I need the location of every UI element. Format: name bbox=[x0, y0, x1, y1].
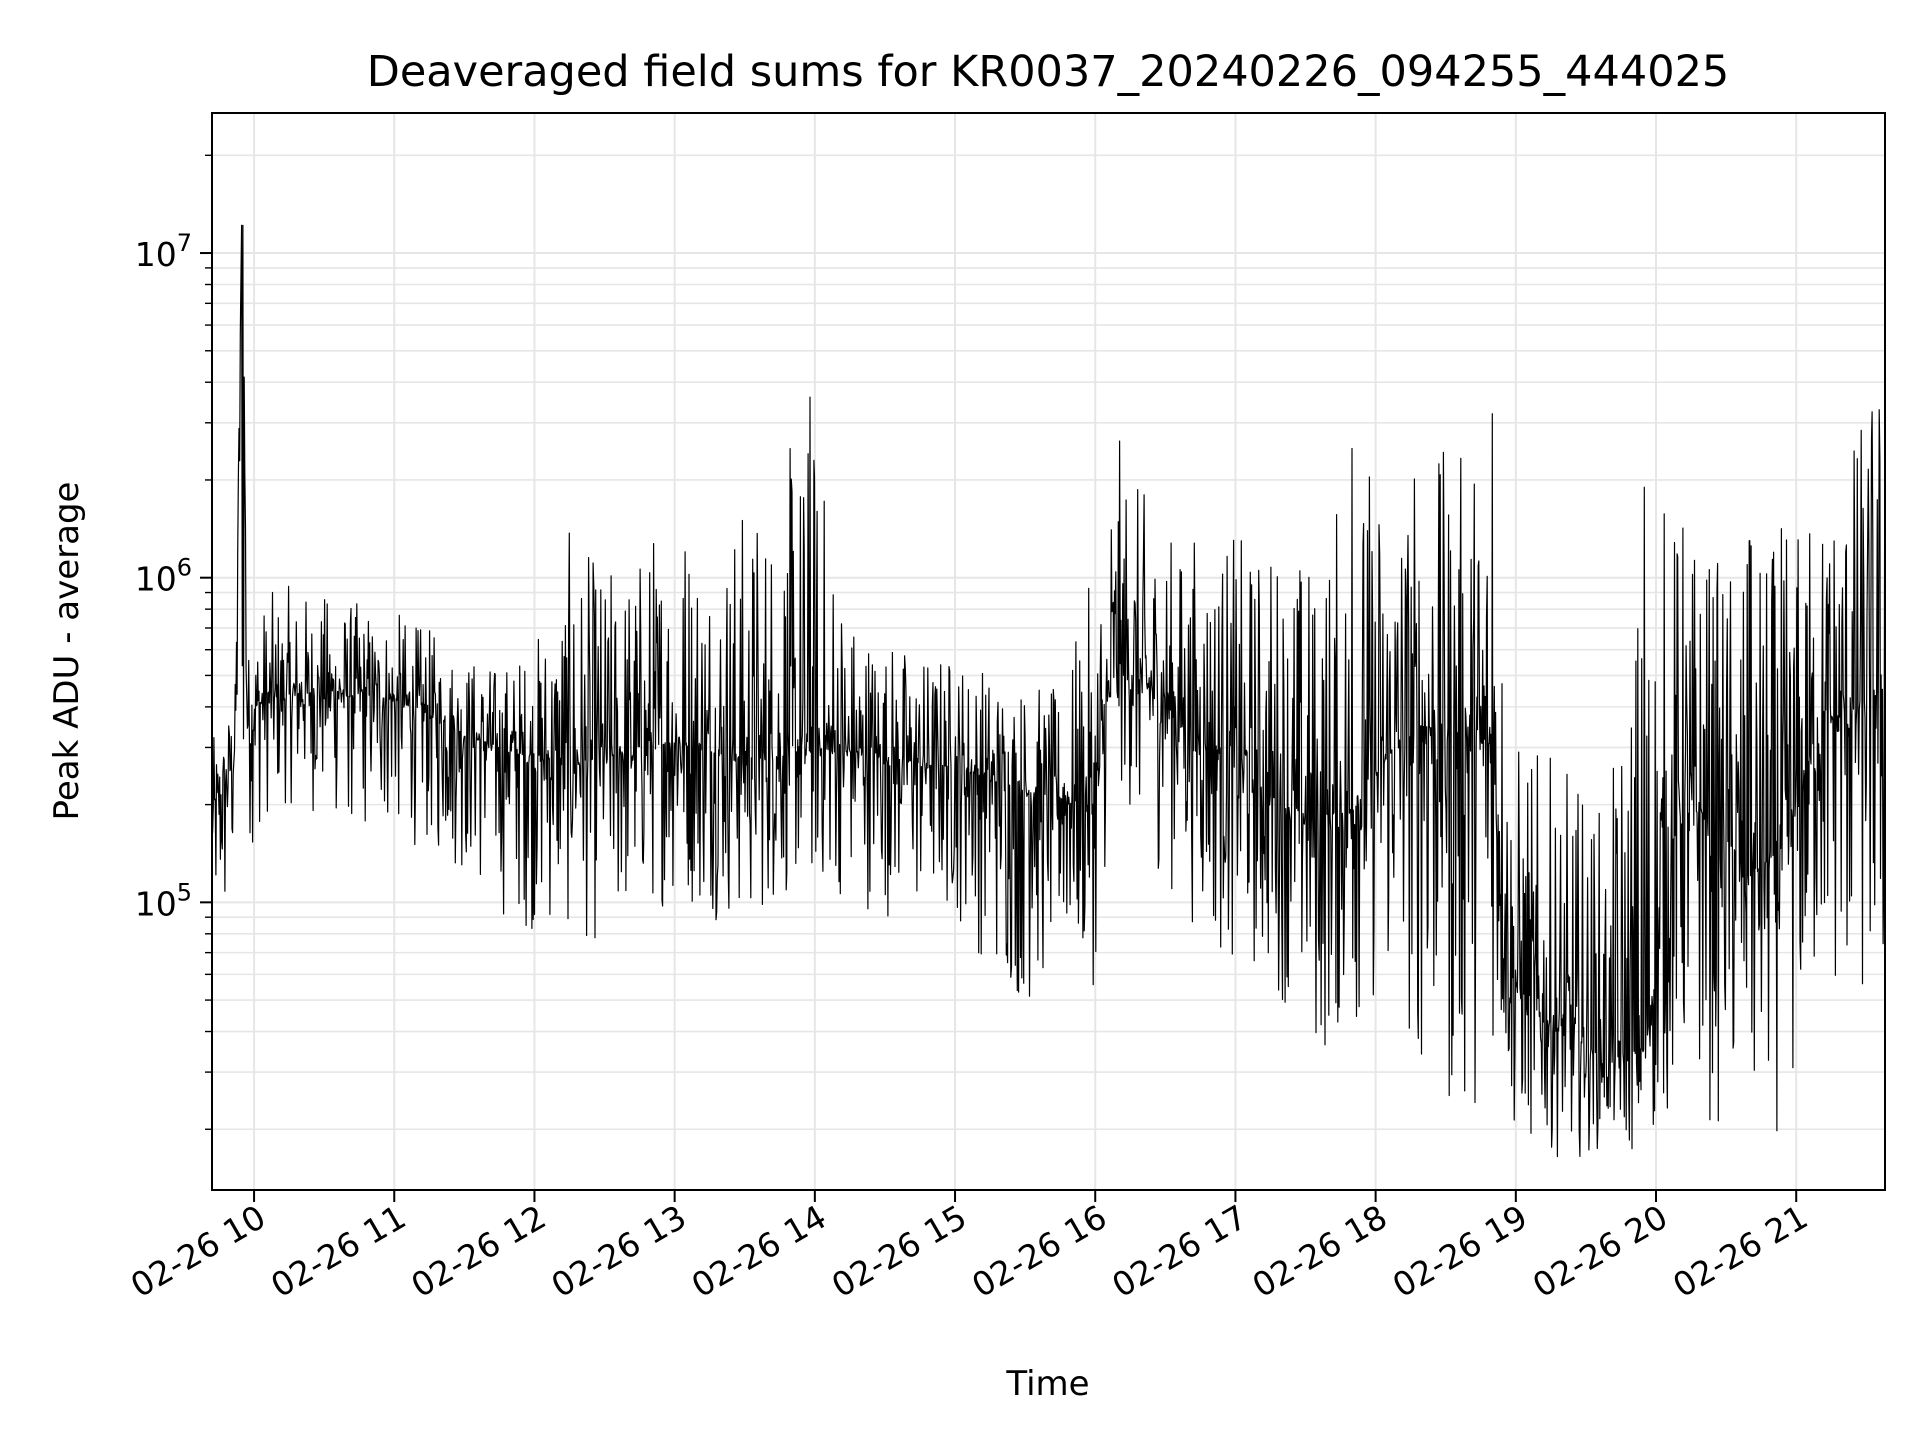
chart-title: Deaveraged field sums for KR0037_2024022… bbox=[367, 47, 1730, 97]
y-tick-label: 106 bbox=[135, 554, 192, 599]
y-tick-label: 107 bbox=[135, 229, 192, 274]
plot-area bbox=[211, 224, 1886, 1158]
y-axis-label: Peak ADU - average bbox=[47, 482, 87, 821]
plot-frame bbox=[211, 112, 1886, 1191]
series-line bbox=[211, 224, 1886, 1158]
y-tick-label: 105 bbox=[135, 878, 192, 923]
x-axis-label: Time bbox=[1005, 1364, 1089, 1404]
